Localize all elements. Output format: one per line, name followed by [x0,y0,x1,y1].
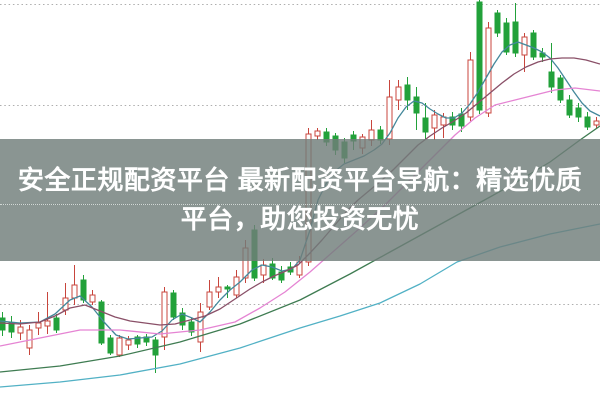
candle-body [170,292,177,318]
candle-body [548,71,555,88]
candle-body [8,322,15,333]
candle-body [476,1,483,111]
candle-body [296,261,303,276]
candle-body [0,317,6,331]
candle-body [35,322,42,329]
candle-body [575,107,582,118]
candle-body [89,294,96,303]
candle-body [467,59,474,118]
candle-body [179,312,186,326]
candle-body [314,130,321,137]
candle-body [161,291,168,338]
candle-body [134,336,141,345]
candle-body [269,263,276,279]
candle-body [107,337,114,354]
candle-body [395,86,402,101]
candle-body [512,21,519,54]
candle-body [53,317,60,331]
candle-body [17,326,24,334]
candle-body [215,286,222,293]
candle-body [71,284,78,299]
candle-body [98,301,105,344]
banner-text-line-2: 平台，助您投资无忧 [180,204,420,234]
candle-body [413,96,420,114]
gridline-through-banner [0,204,600,205]
candle-body [125,339,132,346]
candle-body [521,36,528,56]
candle-body [404,84,411,101]
candle-body [566,99,573,116]
candle-body [530,32,537,58]
candle-body [206,291,213,308]
candle-body [260,264,267,276]
candle-body [197,311,204,343]
candle-body [224,286,231,290]
banner-text-line-1: 安全正规配资平台 最新配资平台导航：精选优质 [17,165,583,195]
candle-body [278,271,285,281]
candle-body [494,12,501,34]
candle-body [44,320,51,327]
candle-body [593,120,600,126]
promo-banner-overlay: 安全正规配资平台 最新配资平台导航：精选优质 平台，助您投资无忧 [0,139,600,261]
candle-body [188,321,195,333]
candle-body [26,329,33,349]
candle-body [116,337,123,356]
candle-body [422,117,429,133]
candle-body [431,114,438,129]
candle-body [503,22,510,53]
candle-body [584,116,591,128]
